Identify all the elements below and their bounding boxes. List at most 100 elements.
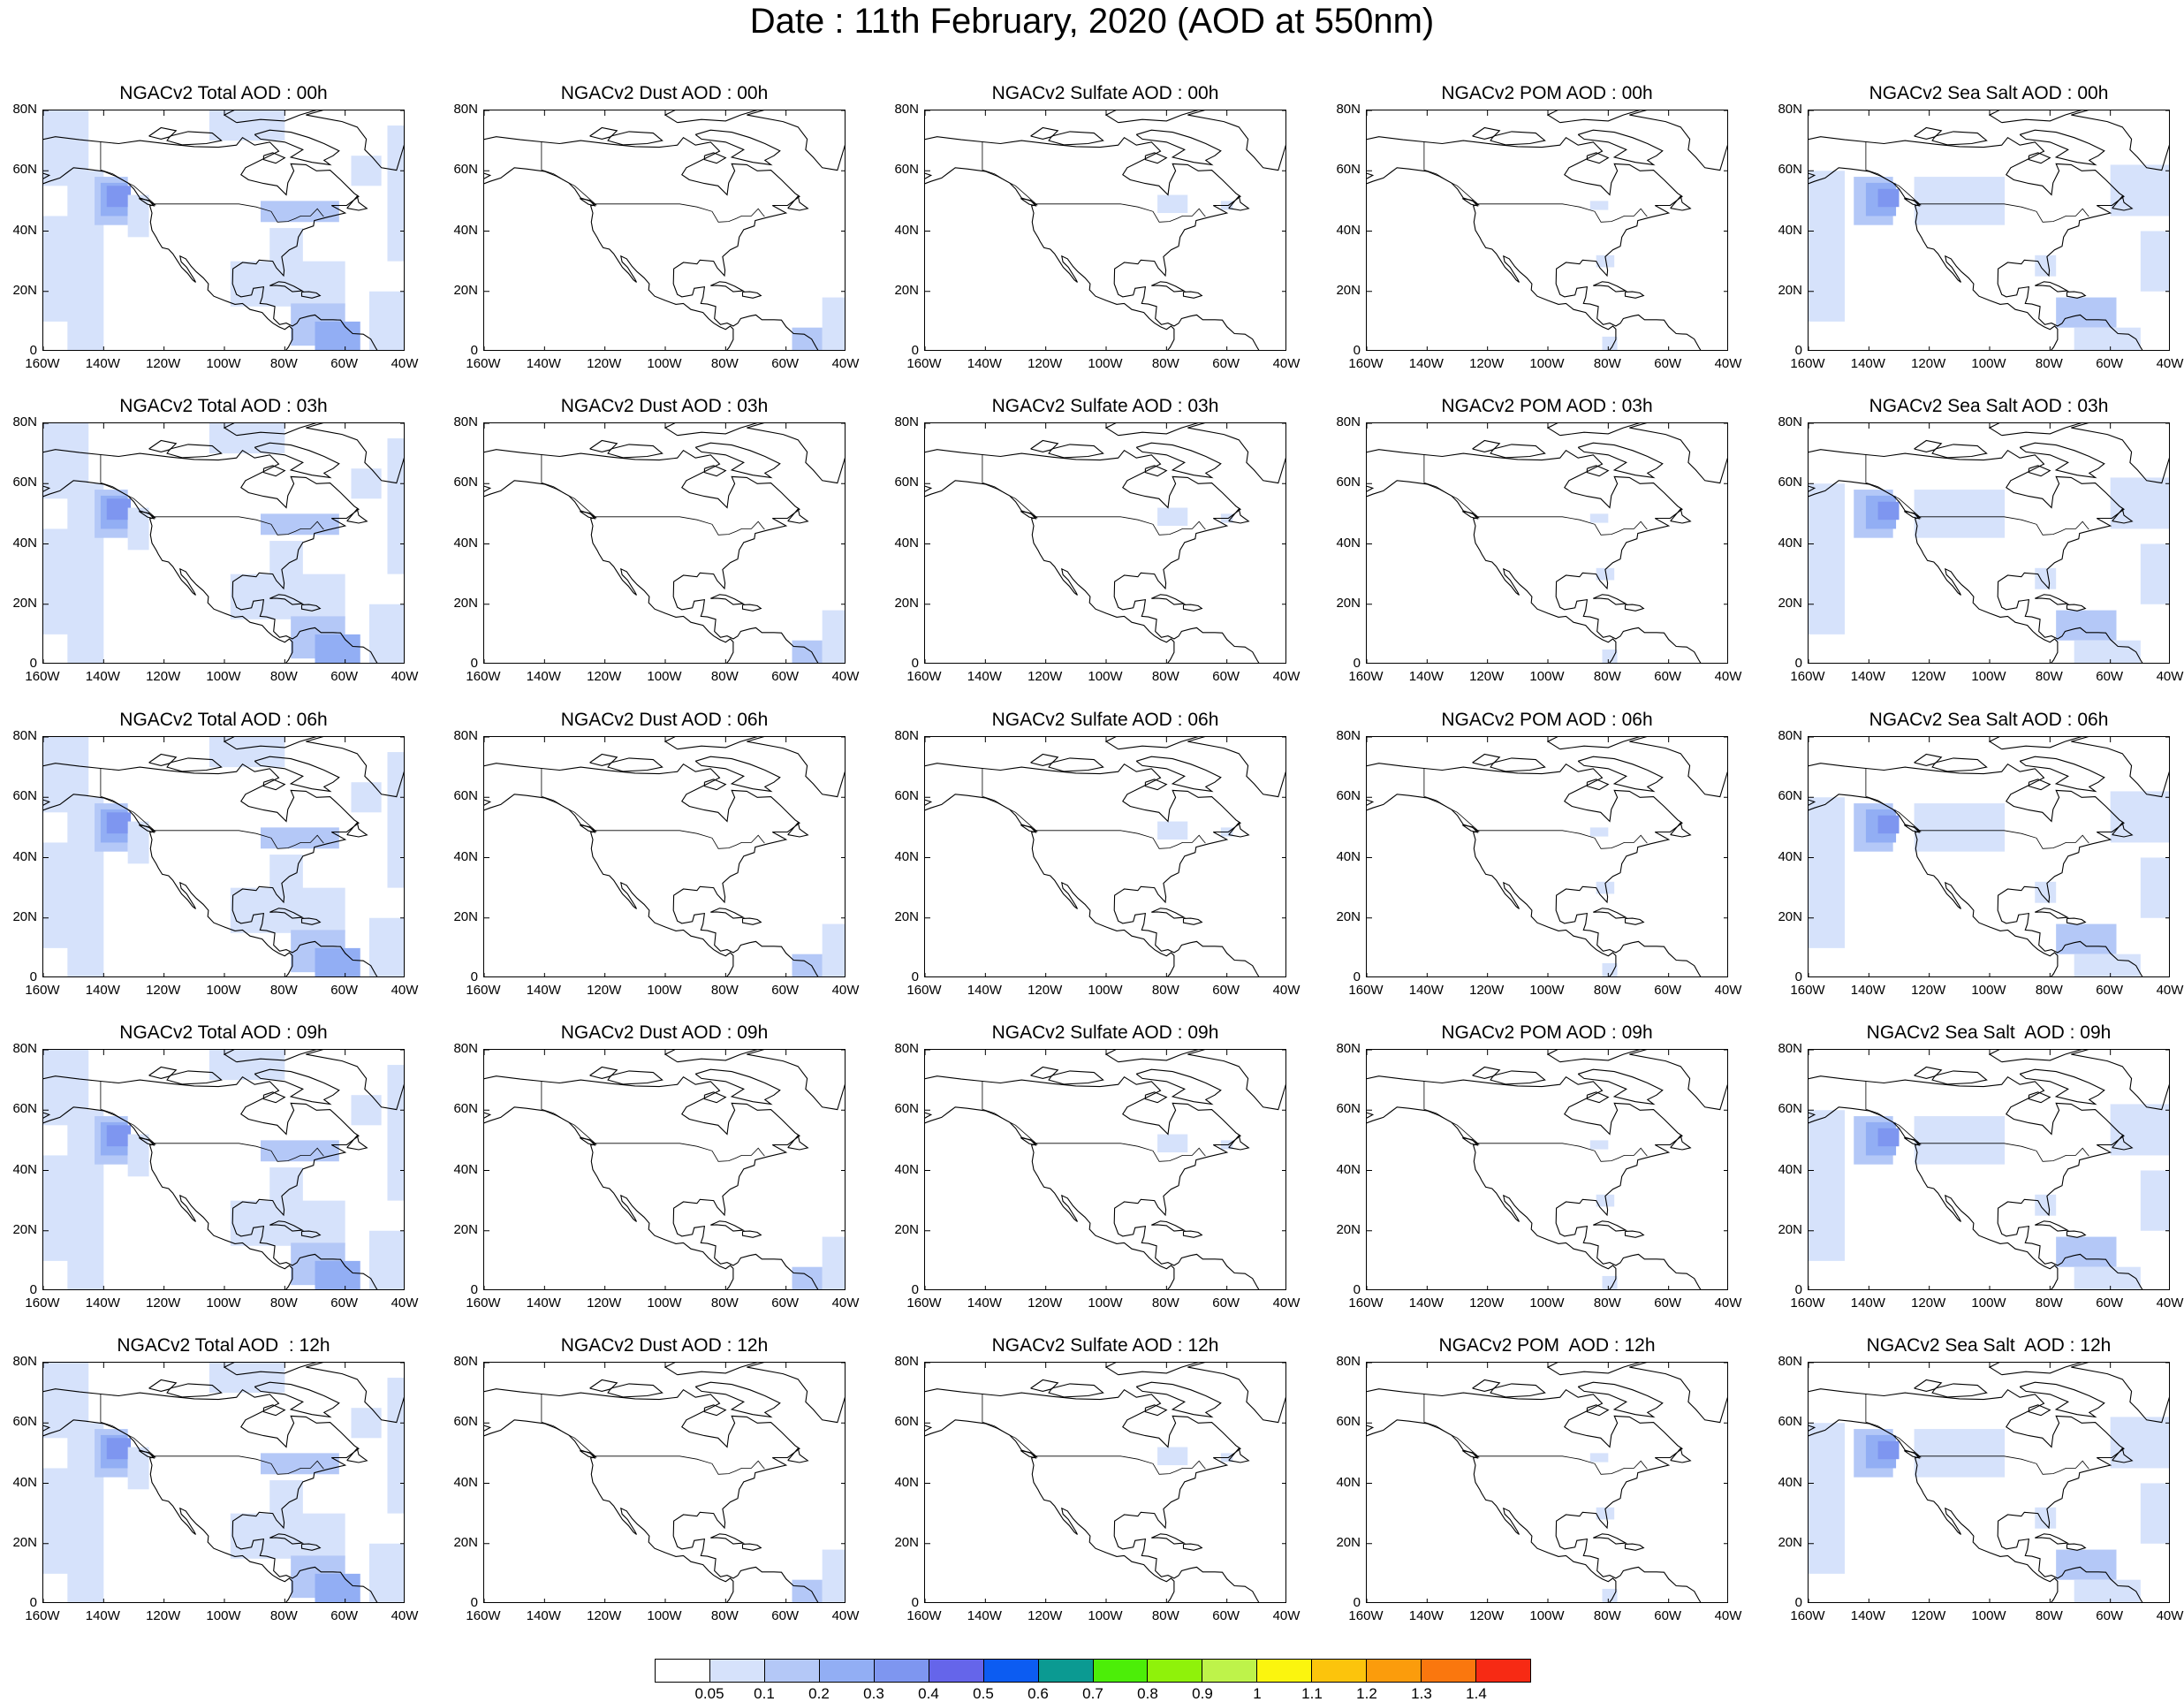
lon-label: 160W (1348, 1295, 1384, 1311)
panel-title: NGACv2 Total AOD : 09h (119, 1022, 328, 1043)
panel-title: NGACv2 Total AOD : 06h (119, 710, 328, 730)
coastline (710, 1220, 745, 1232)
aod-shading (261, 1453, 339, 1475)
lon-label: 60W (330, 356, 359, 371)
aod-shading (127, 1447, 149, 1490)
lon-label: 60W (330, 983, 359, 998)
lon-label: 100W (647, 1295, 682, 1311)
coastline (223, 1363, 317, 1376)
coastline (1670, 507, 1692, 524)
lon-label: 140W (1850, 1608, 1885, 1623)
aod-shading (1602, 962, 1618, 976)
coastline (694, 1068, 781, 1106)
aod-shading (822, 923, 845, 976)
lat-label: 80N (1336, 1354, 1361, 1369)
lat-label: 20N (453, 595, 478, 611)
aod-shading (1157, 1447, 1188, 1466)
aod-shading (387, 125, 404, 262)
lat-label: 20N (894, 908, 919, 924)
lat-label: 80N (12, 414, 37, 429)
colorbar-swatch (874, 1660, 929, 1682)
coastline (484, 1388, 819, 1602)
lon-label: 80W (269, 1295, 298, 1311)
aod-shading (2074, 954, 2141, 976)
pom-aod-map (1366, 1362, 1728, 1603)
coastline (1151, 281, 1186, 293)
panel-title: NGACv2 Dust AOD : 12h (560, 1335, 769, 1356)
country-border (982, 1081, 1206, 1162)
coastline (787, 507, 809, 524)
seasalt-aod-map (1808, 736, 2170, 977)
coastline (1586, 779, 1610, 791)
lat-label: 60N (12, 162, 37, 178)
coastline (2019, 129, 2105, 166)
lat-label: 80N (894, 102, 919, 117)
lon-label: 120W (587, 669, 622, 684)
coastline (1020, 1450, 1037, 1459)
aod-shading (1877, 188, 1900, 208)
aod-shading (106, 1438, 132, 1460)
dust-aod-map (483, 422, 846, 664)
lon-label: 160W (466, 1608, 501, 1623)
lat-label: 20N (12, 1221, 37, 1237)
colorbar-label: 0.5 (973, 1685, 994, 1702)
lon-label: 60W (1212, 1295, 1240, 1311)
coastline (138, 1137, 155, 1146)
lon-label: 100W (1529, 1608, 1565, 1623)
aod-shading (1596, 255, 1615, 268)
lon-label: 160W (466, 1295, 501, 1311)
lat-label: 40N (894, 535, 919, 551)
panel-title: NGACv2 Sulfate AOD : 06h (991, 710, 1219, 730)
panel-title: NGACv2 Total AOD : 12h (117, 1335, 330, 1356)
coastline (223, 1050, 317, 1063)
coastline (1472, 1066, 1501, 1079)
lon-label: 40W (831, 983, 860, 998)
pom-aod-map (1366, 422, 1728, 664)
country-border (100, 454, 324, 536)
lon-label: 80W (1593, 983, 1621, 998)
coastline (787, 1447, 809, 1463)
country-border (541, 141, 765, 223)
lat-label: 20N (1778, 282, 1802, 298)
coastline (1030, 753, 1059, 766)
sulfate-aod-map (924, 422, 1286, 664)
coastline (2112, 821, 2134, 838)
map-canvas (1809, 423, 2169, 663)
lon-label: 40W (391, 1608, 419, 1623)
lon-label: 40W (391, 356, 419, 371)
coastline (1577, 1381, 1664, 1418)
coastline (1135, 756, 1222, 793)
panel-title: NGACv2 Sea Salt AOD : 00h (1869, 83, 2109, 103)
lon-label: 120W (1469, 1608, 1505, 1623)
lat-label: 80N (1778, 728, 1802, 743)
coastline (1472, 753, 1501, 766)
lat-label: 60N (12, 1101, 37, 1117)
map-canvas (484, 423, 845, 663)
coastline (1104, 737, 1199, 750)
lat-label: 60N (894, 475, 919, 490)
coastline (579, 824, 596, 833)
lat-label: 80N (453, 728, 478, 743)
lon-label: 140W (85, 983, 120, 998)
lat-label: 20N (1336, 1534, 1361, 1550)
map-canvas (925, 423, 1285, 663)
coastline (262, 1404, 286, 1417)
lat-label: 60N (1336, 475, 1361, 490)
coastline (589, 1066, 618, 1079)
aod-shading (43, 216, 74, 322)
coastline (1914, 126, 1943, 140)
lon-label: 40W (1272, 1295, 1301, 1311)
lon-label: 120W (1028, 983, 1063, 998)
aod-shading (1914, 1116, 2006, 1165)
colorbar-label: 0.8 (1137, 1685, 1158, 1702)
coastline (607, 757, 664, 772)
lat-label: 20N (1778, 595, 1802, 611)
lat-label: 0 (1353, 1595, 1361, 1610)
country-border (1423, 768, 1648, 849)
coastline (2035, 908, 2069, 919)
coastline (1461, 824, 1479, 833)
coastline (747, 423, 845, 484)
coastline (607, 1383, 664, 1398)
coastline (148, 1066, 178, 1079)
coastline (2066, 1543, 2087, 1551)
